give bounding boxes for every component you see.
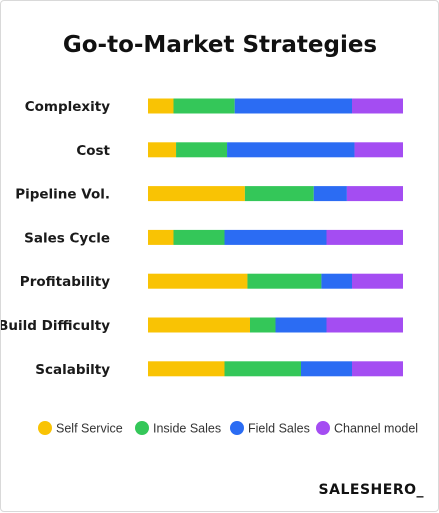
bar-complexity-self-service (148, 98, 174, 114)
brand-logo: SALESHERO_ (319, 482, 424, 498)
legend-swatch-field-sales (230, 421, 244, 435)
category-label-complexity: Complexity (25, 99, 110, 115)
bar-build-difficulty-channel-model (326, 317, 403, 333)
bar-pipeline-vol-channel-model (346, 186, 403, 202)
bar-profitability-inside-sales (247, 273, 322, 289)
bar-scalabilty-inside-sales (224, 361, 301, 377)
legend-swatch-inside-sales (135, 421, 149, 435)
legend-swatch-self-service (38, 421, 52, 435)
bar-scalabilty-channel-model (352, 361, 403, 377)
legend-label-field-sales: Field Sales (248, 422, 310, 436)
legend-swatch-channel-model (316, 421, 330, 435)
category-label-build-difficulty: Build Difficulty (1, 318, 110, 334)
bar-profitability-field-sales (321, 273, 352, 289)
bar-profitability-self-service (148, 273, 248, 289)
bar-build-difficulty-field-sales (275, 317, 327, 333)
bar-complexity-channel-model (352, 98, 403, 114)
bar-scalabilty-self-service (148, 361, 225, 377)
category-label-pipeline-vol: Pipeline Vol. (15, 187, 110, 203)
legend: Self Service Inside Sales Field Sales Chann… (38, 421, 418, 436)
chart-title: Go-to-Market Strategies (63, 32, 377, 58)
legend-label-self-service: Self Service (56, 422, 123, 436)
bar-build-difficulty-self-service (148, 317, 250, 333)
bar-scalabilty-field-sales (301, 361, 352, 377)
bar-cost-field-sales (227, 142, 355, 158)
category-label-sales-cycle: Sales Cycle (24, 230, 110, 246)
bar-build-difficulty-inside-sales (250, 317, 276, 333)
bar-sales-cycle-channel-model (326, 229, 403, 245)
bar-sales-cycle-field-sales (224, 229, 327, 245)
bar-area: Complexity Cost Pipeline Vol. Sales Cycle Pr… (1, 98, 403, 378)
bar-cost-self-service (148, 142, 177, 158)
bar-sales-cycle-inside-sales (173, 229, 225, 245)
legend-label-channel-model: Channel model (334, 422, 418, 436)
legend-label-inside-sales: Inside Sales (153, 422, 221, 436)
bar-cost-inside-sales (176, 142, 228, 158)
bar-profitability-channel-model (352, 273, 403, 289)
category-label-profitability: Profitability (20, 274, 110, 290)
bar-cost-channel-model (354, 142, 403, 158)
bar-complexity-field-sales (234, 98, 352, 114)
bar-complexity-inside-sales (173, 98, 235, 114)
bar-pipeline-vol-self-service (148, 186, 245, 202)
category-label-cost: Cost (76, 143, 110, 159)
bar-pipeline-vol-field-sales (313, 186, 347, 202)
bar-pipeline-vol-inside-sales (244, 186, 314, 202)
bar-sales-cycle-self-service (148, 229, 174, 245)
category-label-scalabilty: Scalabilty (35, 362, 110, 378)
